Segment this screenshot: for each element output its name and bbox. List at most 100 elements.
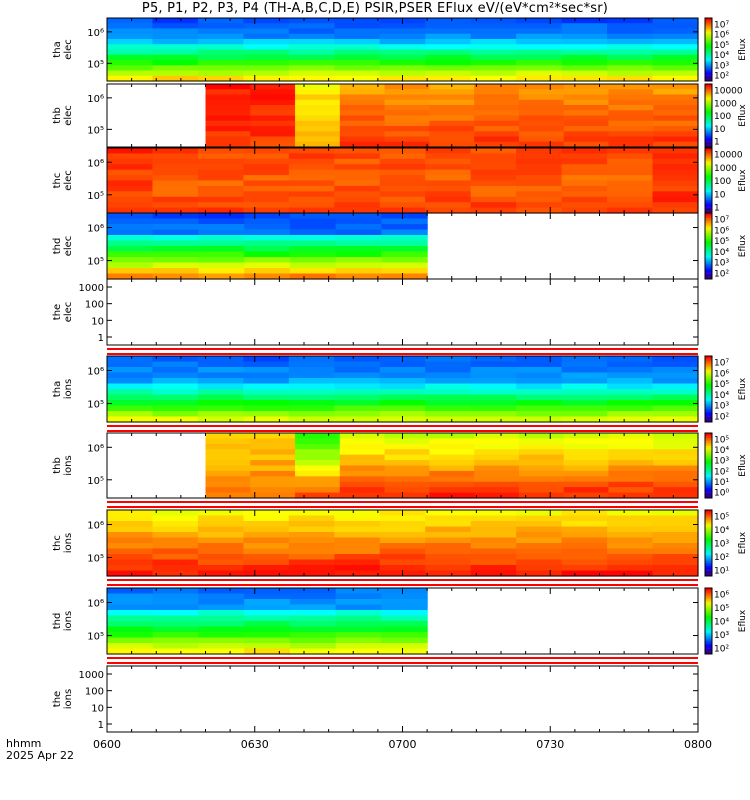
colorbar-segment xyxy=(705,370,712,373)
colorbar-segment xyxy=(705,650,712,653)
spectrogram-cell xyxy=(197,361,244,368)
spectrogram-cell xyxy=(243,33,290,40)
spectrogram-cell xyxy=(384,94,430,101)
colorbar-segment xyxy=(705,597,712,601)
spectrogram-cell xyxy=(608,470,654,477)
spectrogram-cell xyxy=(470,185,517,192)
colorbar-segment xyxy=(705,611,712,614)
colorbar-segment xyxy=(705,241,712,244)
spectrogram-cell xyxy=(470,28,517,35)
spectrogram-cell xyxy=(516,70,563,77)
panel-label: thd xyxy=(52,238,63,255)
spectrogram-cell xyxy=(197,44,244,51)
colorbar-tick-label: 1000 xyxy=(714,99,737,109)
colorbar-segment xyxy=(705,234,712,237)
colorbar-segment xyxy=(705,591,712,594)
spectrogram-cell xyxy=(243,383,290,390)
spectrogram-cell xyxy=(470,521,517,528)
colorbar-tick-label: 10000 xyxy=(714,151,743,161)
colorbar-segment xyxy=(705,142,712,145)
spectrogram-cell xyxy=(607,18,654,24)
spectrogram-cell xyxy=(429,454,475,461)
spectrogram-cell xyxy=(289,246,337,253)
spectrogram-cell xyxy=(339,443,386,450)
spectrogram-cell xyxy=(152,361,199,368)
colorbar-segment xyxy=(705,84,712,87)
panel-thc-ions xyxy=(106,509,713,587)
spectrogram-cell xyxy=(339,110,386,117)
y-tick-label: 100 xyxy=(85,300,104,311)
spectrogram-cell xyxy=(243,39,290,45)
spectrogram-cell xyxy=(243,54,290,61)
colorbar xyxy=(704,587,713,655)
colorbar-segment xyxy=(705,128,712,131)
colorbar-segment xyxy=(705,566,712,569)
spectrogram-cell xyxy=(107,191,154,198)
spectrogram-cell xyxy=(107,548,154,555)
x-tick-label: 0700 xyxy=(389,738,417,751)
colorbar-segment xyxy=(705,486,712,489)
spectrogram-cell xyxy=(653,460,699,467)
spectrogram-cell xyxy=(250,110,296,117)
spectrogram-cell xyxy=(197,405,244,412)
colorbar-tick-label: 10⁴ xyxy=(714,526,729,536)
spectrogram-cell xyxy=(652,65,699,72)
spectrogram-cell xyxy=(152,543,199,550)
spectrogram-cell xyxy=(470,191,517,198)
colorbar-segment xyxy=(705,109,712,112)
spectrogram-cell xyxy=(379,565,426,572)
spectrogram-cell xyxy=(474,460,520,467)
spectrogram-cell xyxy=(425,515,472,522)
spectrogram-cell xyxy=(516,33,563,40)
spectrogram-cell xyxy=(518,141,565,148)
colorbar-tick-label: 1 xyxy=(714,138,720,148)
spectrogram-cell xyxy=(295,481,341,488)
spectrogram-cell xyxy=(152,169,199,176)
spectrogram-cell xyxy=(288,60,335,66)
spectrogram-cell xyxy=(243,548,290,555)
spectrogram-cell xyxy=(243,543,290,550)
spectrogram-cell xyxy=(197,411,244,418)
spectrogram-cell xyxy=(107,207,154,214)
spectrogram-cell xyxy=(107,637,154,644)
colorbar-segment xyxy=(705,564,712,567)
spectrogram-cell xyxy=(516,526,563,533)
spectrogram-cell xyxy=(425,175,472,182)
spectrogram-cell xyxy=(107,235,154,242)
spectrogram-cell xyxy=(152,207,199,214)
spectrogram-cell xyxy=(289,257,337,264)
panel-label: ions xyxy=(63,689,74,709)
spectrogram-cell xyxy=(107,153,154,160)
y-tick-label: 10⁶ xyxy=(87,94,104,105)
spectrogram-cell xyxy=(334,367,381,374)
colorbar-segment xyxy=(705,524,712,527)
spectrogram-cell xyxy=(250,454,296,461)
spectrogram-cell xyxy=(334,196,381,203)
spectrogram-cell xyxy=(474,131,520,138)
y-tick-label: 100 xyxy=(85,687,104,698)
spectrogram-cell xyxy=(607,65,654,72)
spectrogram-cell xyxy=(652,33,699,40)
spectrogram-cell xyxy=(288,49,335,56)
colorbar xyxy=(704,83,713,148)
spectrogram-cell xyxy=(289,615,337,622)
colorbar-segment xyxy=(705,112,712,115)
colorbar-segment xyxy=(705,135,712,139)
colorbar-segment xyxy=(705,115,712,118)
spectrogram-cell xyxy=(244,273,291,280)
spectrogram-cell xyxy=(516,196,563,203)
spectrogram-cell xyxy=(470,65,517,72)
spectrogram-cell xyxy=(334,148,381,155)
spectrogram-cell xyxy=(243,372,290,379)
spectrogram-cell xyxy=(381,599,428,606)
spectrogram-cell xyxy=(563,89,610,96)
colorbar-label: Eflux xyxy=(738,377,748,400)
spectrogram-cell xyxy=(563,438,610,445)
spectrogram-cell xyxy=(425,28,472,35)
spectrogram-cell xyxy=(561,33,608,40)
spectrogram-cell xyxy=(288,180,335,187)
spectrogram-cell xyxy=(607,526,654,533)
spectrogram-cell xyxy=(379,49,426,56)
spectrogram-cell xyxy=(470,559,517,566)
colorbar-segment xyxy=(705,140,712,143)
